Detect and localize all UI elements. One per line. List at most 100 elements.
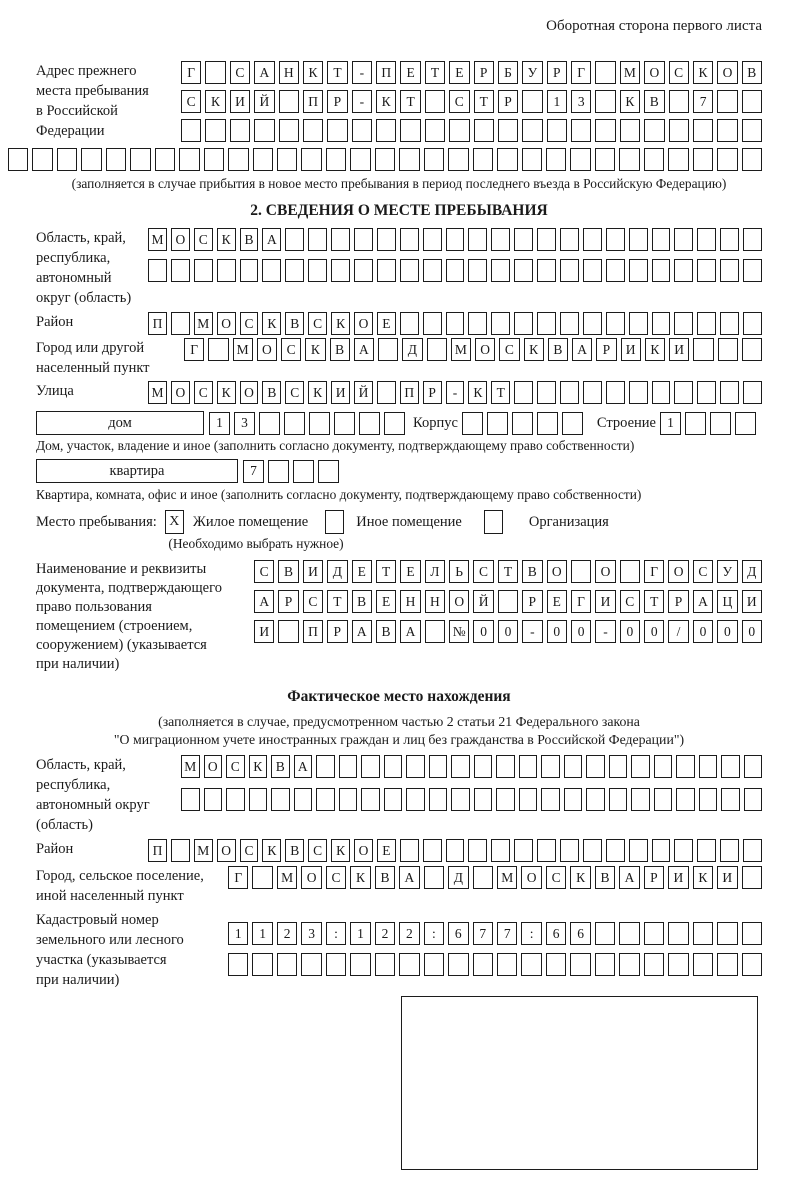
char-cell[interactable] — [154, 148, 176, 171]
char-cell[interactable]: С — [473, 560, 494, 583]
char-cell[interactable]: - — [522, 620, 543, 643]
char-cell[interactable] — [674, 228, 694, 251]
char-cell[interactable] — [338, 755, 357, 778]
char-cell[interactable] — [514, 228, 534, 251]
char-cell[interactable]: И — [595, 590, 616, 613]
char-cell[interactable] — [619, 119, 641, 142]
char-cell[interactable] — [308, 259, 328, 282]
char-cell[interactable] — [605, 228, 625, 251]
char-cell[interactable]: Й — [473, 590, 494, 613]
char-cell[interactable]: Й — [254, 90, 275, 113]
char-cell[interactable]: А — [399, 866, 420, 889]
char-cell[interactable]: К — [305, 338, 326, 361]
char-cell[interactable]: 2 — [374, 922, 396, 945]
house-type-box[interactable]: дом — [36, 411, 204, 435]
char-cell[interactable]: С — [308, 312, 328, 335]
char-cell[interactable]: К — [205, 90, 226, 113]
char-cell[interactable]: К — [376, 90, 397, 113]
char-cell[interactable]: 6 — [570, 922, 591, 945]
char-cell[interactable] — [338, 788, 357, 811]
char-cell[interactable] — [692, 148, 714, 171]
char-cell[interactable] — [203, 788, 222, 811]
char-cell[interactable] — [325, 953, 347, 976]
char-cell[interactable]: Т — [491, 381, 511, 404]
char-cell[interactable]: В — [644, 90, 665, 113]
char-cell[interactable] — [570, 560, 592, 583]
char-cell[interactable]: С — [499, 338, 520, 361]
char-cell[interactable] — [278, 90, 299, 113]
char-cell[interactable]: В — [547, 338, 568, 361]
char-cell[interactable] — [521, 148, 542, 171]
char-cell[interactable]: О — [170, 228, 190, 251]
char-cell[interactable] — [582, 312, 602, 335]
char-cell[interactable] — [81, 148, 102, 171]
char-cell[interactable] — [472, 148, 494, 171]
char-cell[interactable]: И — [669, 338, 690, 361]
char-cell[interactable] — [560, 839, 579, 862]
char-cell[interactable] — [252, 866, 273, 889]
char-cell[interactable]: Г — [644, 560, 665, 583]
char-cell[interactable] — [605, 312, 625, 335]
char-cell[interactable] — [521, 953, 542, 976]
char-cell[interactable] — [668, 922, 689, 945]
char-cell[interactable] — [193, 259, 213, 282]
char-cell[interactable]: Р — [327, 620, 348, 643]
char-cell[interactable]: И — [302, 560, 324, 583]
char-cell[interactable] — [514, 839, 534, 862]
char-cell[interactable]: Е — [376, 839, 396, 862]
char-cell[interactable]: Е — [375, 590, 397, 613]
char-cell[interactable] — [105, 148, 127, 171]
char-cell[interactable]: Н — [424, 590, 445, 613]
char-cell[interactable] — [595, 90, 616, 113]
char-cell[interactable] — [743, 839, 763, 862]
char-cell[interactable] — [541, 755, 560, 778]
char-cell[interactable]: К — [331, 312, 351, 335]
char-cell[interactable] — [674, 259, 694, 282]
char-cell[interactable] — [522, 119, 543, 142]
char-cell[interactable] — [717, 90, 738, 113]
char-cell[interactable]: Т — [497, 560, 519, 583]
char-cell[interactable]: Л — [424, 560, 445, 583]
char-cell[interactable] — [628, 381, 648, 404]
char-cell[interactable] — [608, 755, 627, 778]
char-cell[interactable]: О — [203, 755, 222, 778]
char-cell[interactable] — [426, 338, 447, 361]
char-cell[interactable] — [720, 228, 740, 251]
char-cell[interactable]: М — [193, 312, 213, 335]
char-cell[interactable] — [586, 755, 605, 778]
char-cell[interactable]: К — [262, 312, 282, 335]
char-cell[interactable] — [491, 228, 511, 251]
char-cell[interactable] — [693, 338, 714, 361]
char-cell[interactable] — [717, 148, 738, 171]
char-cell[interactable] — [461, 411, 483, 435]
char-cell[interactable]: Б — [497, 61, 519, 84]
char-cell[interactable]: С — [181, 90, 202, 113]
char-cell[interactable]: С — [281, 338, 302, 361]
char-cell[interactable] — [130, 148, 151, 171]
char-cell[interactable]: О — [644, 61, 665, 84]
char-cell[interactable]: А — [262, 228, 282, 251]
char-cell[interactable]: 3 — [301, 922, 322, 945]
char-cell[interactable] — [741, 119, 762, 142]
char-cell[interactable] — [741, 90, 762, 113]
char-cell[interactable]: 2 — [276, 922, 298, 945]
char-cell[interactable] — [203, 148, 225, 171]
char-cell[interactable]: С — [285, 381, 305, 404]
char-cell[interactable] — [668, 148, 689, 171]
char-cell[interactable] — [383, 788, 402, 811]
char-cell[interactable] — [376, 259, 396, 282]
char-cell[interactable] — [406, 788, 425, 811]
char-cell[interactable] — [350, 953, 371, 976]
char-cell[interactable] — [422, 228, 442, 251]
char-cell[interactable]: С — [302, 590, 324, 613]
char-cell[interactable]: К — [302, 61, 324, 84]
char-cell[interactable]: Д — [448, 866, 469, 889]
char-cell[interactable]: 0 — [717, 620, 738, 643]
char-cell[interactable]: Р — [473, 61, 494, 84]
char-cell[interactable] — [301, 148, 322, 171]
char-cell[interactable]: Р — [497, 90, 519, 113]
char-cell[interactable]: 0 — [741, 620, 762, 643]
char-cell[interactable]: Й — [354, 381, 373, 404]
char-cell[interactable] — [56, 148, 78, 171]
char-cell[interactable] — [226, 788, 245, 811]
